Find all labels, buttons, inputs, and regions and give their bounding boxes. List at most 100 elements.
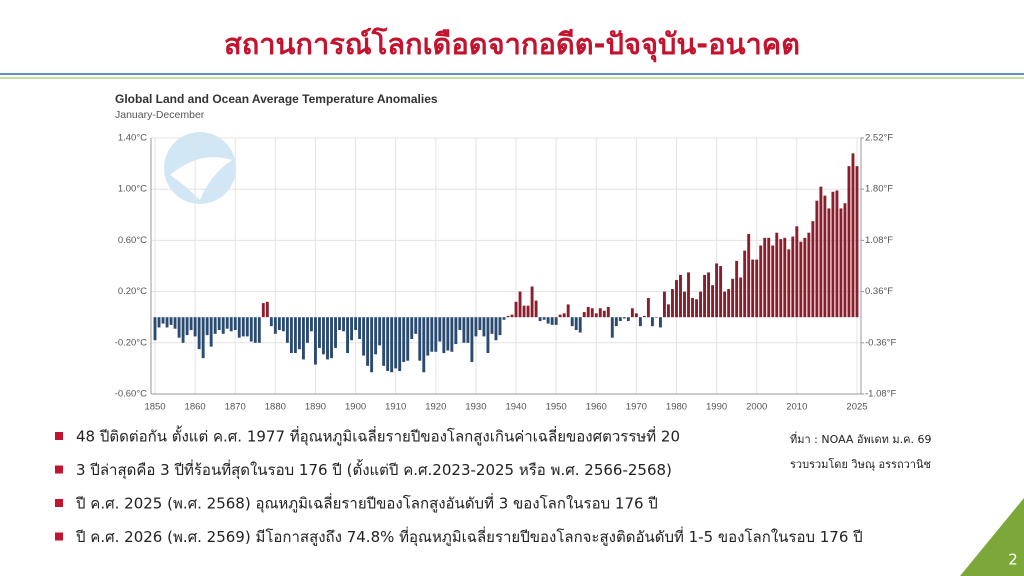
bar [658, 317, 662, 328]
bar [350, 317, 354, 341]
bar [518, 291, 522, 318]
bar [281, 317, 285, 332]
bar [293, 317, 297, 354]
y-tick-label: 0.60°C [118, 235, 147, 246]
bar [378, 317, 382, 346]
bar [654, 317, 658, 318]
bar [430, 317, 434, 352]
bar [679, 274, 682, 318]
bullet-text: 3 ปีล่าสุดคือ 3 ปีที่ร้อนที่สุดในรอบ 176… [76, 459, 672, 480]
bar [233, 317, 237, 330]
bar [807, 232, 811, 318]
bar [241, 317, 245, 337]
bar [707, 272, 711, 318]
bar [474, 317, 478, 337]
x-tick-label: 2000 [746, 402, 767, 413]
bar [630, 308, 634, 318]
bullet-list: 48 ปีติดต่อกัน ตั้งแต่ ค.ศ. 1977 ที่อุณห… [55, 426, 863, 547]
y2-tick-label: 0.36°F [865, 286, 893, 297]
bar [855, 166, 859, 318]
corner-shape [960, 498, 1024, 576]
bar [574, 317, 578, 330]
x-tick-label: 1930 [465, 402, 486, 413]
x-tick-label: 1910 [385, 402, 406, 413]
source: รวบรวมโดย วิษณุ อรรถวานิช [790, 457, 931, 471]
x-tick-label: 1940 [505, 402, 526, 413]
bar [534, 300, 538, 318]
bar [221, 317, 225, 334]
bar [739, 277, 743, 318]
bar [394, 317, 398, 369]
bar [410, 317, 414, 339]
bar [310, 317, 313, 332]
bar [326, 317, 329, 360]
bar [763, 237, 767, 318]
x-tick-label: 1870 [225, 402, 246, 413]
bar [462, 317, 466, 343]
bar [687, 272, 690, 318]
bar [438, 317, 442, 342]
bar [362, 317, 366, 356]
slide-title: สถานการณ์โลกเดือดจากอดีต-ปัจจุบัน-อนาคต [224, 26, 800, 62]
bar [638, 317, 642, 327]
bar [558, 314, 562, 318]
x-tick-label: 1890 [305, 402, 326, 413]
bar [626, 317, 630, 322]
bar [522, 305, 526, 318]
y2-tick-label: 2.52°F [865, 133, 893, 144]
bar [354, 317, 358, 330]
bar [823, 195, 827, 318]
bar [358, 317, 362, 339]
bullet-text: ปี ค.ศ. 2025 (พ.ศ. 2568) อุณหภูมิเฉลี่ยร… [75, 493, 658, 514]
bar [775, 232, 779, 318]
bar [663, 291, 666, 318]
x-tick-label: 1920 [425, 402, 446, 413]
bar [494, 317, 498, 341]
bullet-text: ปี ค.ศ. 2026 (พ.ศ. 2569) มีโอกาสสูงถึง 7… [75, 526, 863, 547]
bar [249, 317, 253, 342]
y-tick-label: 1.40°C [118, 133, 147, 144]
bar [209, 317, 213, 347]
bar [229, 317, 233, 332]
bar [526, 305, 530, 318]
y2-tick-label: 1.80°F [865, 184, 893, 195]
bar [406, 317, 410, 361]
bar [426, 317, 430, 356]
bar [594, 313, 598, 318]
bar [285, 317, 289, 343]
logo [164, 132, 236, 204]
bar [803, 237, 807, 318]
bar [157, 317, 161, 328]
bar [839, 208, 843, 318]
bar [538, 317, 542, 322]
bar [667, 304, 670, 318]
bullet-marker [55, 532, 63, 541]
bar [454, 317, 458, 345]
bar [185, 317, 189, 336]
bar [614, 317, 618, 327]
bar [414, 317, 418, 334]
bar [386, 317, 390, 371]
bar [691, 298, 694, 318]
bar [695, 299, 698, 318]
bar [811, 221, 815, 318]
bar [622, 317, 626, 319]
bar [562, 313, 566, 318]
bar [197, 317, 201, 350]
bullet-marker [55, 432, 63, 440]
bar [189, 317, 193, 330]
chart-title: Global Land and Ocean Average Temperatur… [115, 92, 438, 106]
bar [743, 250, 747, 318]
bar [450, 317, 454, 352]
bar [253, 317, 257, 343]
bar [514, 301, 518, 318]
bar [827, 208, 831, 318]
bar [482, 317, 486, 337]
bar [751, 259, 755, 318]
bar [819, 186, 823, 318]
bar [566, 304, 570, 318]
bar [783, 237, 787, 318]
bar [550, 317, 554, 325]
bar [225, 317, 229, 329]
